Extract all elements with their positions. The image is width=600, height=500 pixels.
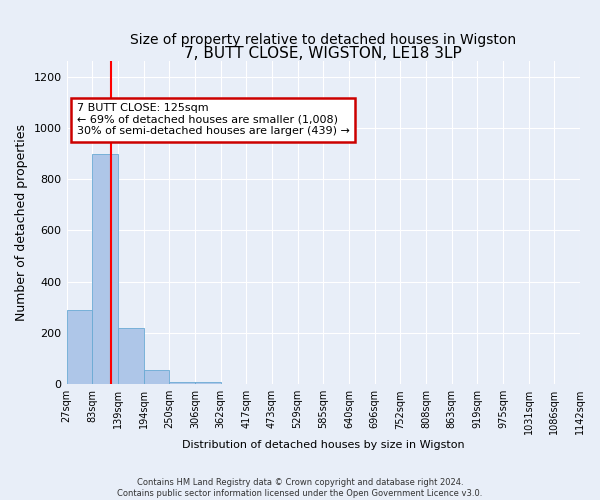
Bar: [92, 154, 118, 384]
Text: Contains HM Land Registry data © Crown copyright and database right 2024.
Contai: Contains HM Land Registry data © Crown c…: [118, 478, 482, 498]
Bar: [143, 370, 169, 384]
Bar: [118, 328, 143, 384]
Y-axis label: Number of detached properties: Number of detached properties: [15, 124, 28, 322]
Text: 7 BUTT CLOSE: 125sqm
← 69% of detached houses are smaller (1,008)
30% of semi-de: 7 BUTT CLOSE: 125sqm ← 69% of detached h…: [77, 104, 350, 136]
Bar: [195, 382, 221, 384]
Title: 7, BUTT CLOSE, WIGSTON, LE18 3LP: 7, BUTT CLOSE, WIGSTON, LE18 3LP: [184, 46, 462, 62]
Text: Size of property relative to detached houses in Wigston: Size of property relative to detached ho…: [130, 33, 517, 47]
X-axis label: Distribution of detached houses by size in Wigston: Distribution of detached houses by size …: [182, 440, 464, 450]
Bar: [169, 382, 195, 384]
Bar: [67, 310, 92, 384]
